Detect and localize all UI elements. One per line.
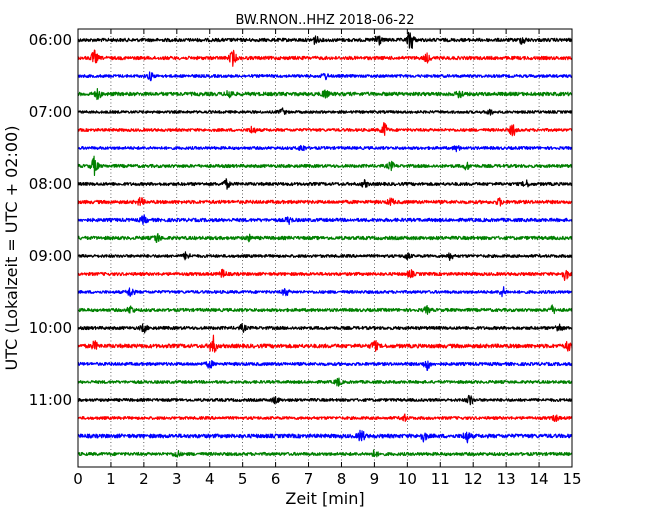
- trace-line: [77, 304, 573, 315]
- trace-line: [77, 268, 573, 282]
- trace-line: [77, 334, 573, 353]
- x-tick-label: 12: [464, 470, 483, 488]
- x-tick-label: 6: [271, 470, 281, 488]
- trace-line: [77, 71, 573, 82]
- seismogram-traces: [77, 31, 573, 458]
- x-tick-label: 14: [530, 470, 549, 488]
- trace-line: [77, 88, 573, 101]
- trace-line: [77, 323, 573, 334]
- x-tick-label: 7: [304, 470, 314, 488]
- y-axis-ticks: 06:00 07:00 08:00 09:00 10:00 11:00: [29, 31, 572, 409]
- x-tick-label: 4: [205, 470, 215, 488]
- x-tick-label: 3: [172, 470, 182, 488]
- trace-line: [77, 449, 573, 458]
- trace-line: [77, 144, 573, 153]
- x-tick-label: 11: [431, 470, 450, 488]
- trace-line: [77, 49, 573, 67]
- y-tick-label: 07:00: [29, 103, 72, 121]
- trace-line: [77, 178, 573, 190]
- x-tick-label: 9: [370, 470, 380, 488]
- x-tick-label: 5: [238, 470, 248, 488]
- plot-frame: [77, 28, 573, 468]
- trace-line: [77, 251, 573, 261]
- trace-line: [77, 286, 573, 298]
- trace-line: [77, 360, 573, 372]
- y-tick-label: 06:00: [29, 31, 72, 49]
- y-tick-label: 08:00: [29, 175, 72, 193]
- x-axis-label: Zeit [min]: [285, 489, 364, 508]
- trace-line: [77, 413, 573, 423]
- x-tick-label: 10: [398, 470, 417, 488]
- trace-line: [77, 394, 573, 406]
- x-tick-label: 8: [337, 470, 347, 488]
- trace-line: [77, 122, 573, 137]
- trace-line: [77, 232, 573, 243]
- x-tick-label: 1: [106, 470, 116, 488]
- trace-line: [77, 377, 573, 387]
- y-tick-label: 11:00: [29, 391, 72, 409]
- trace-line: [77, 196, 573, 207]
- y-tick-label: 09:00: [29, 247, 72, 265]
- trace-line: [77, 214, 573, 226]
- x-tick-label: 15: [562, 470, 581, 488]
- x-tick-label: 0: [73, 470, 83, 488]
- x-tick-label: 2: [139, 470, 149, 488]
- trace-line: [77, 155, 573, 177]
- trace-line: [77, 107, 573, 116]
- y-tick-label: 10:00: [29, 319, 72, 337]
- chart-title: BW.RNON..HHZ 2018-06-22: [235, 13, 414, 28]
- y-axis-label: UTC (Lokalzeit = UTC + 02:00): [2, 126, 21, 371]
- trace-line: [77, 429, 573, 444]
- x-axis-ticks: 0 1 2 3 4 5 6 7 8 9 10 11 12 13 14 15: [73, 29, 582, 488]
- trace-line: [77, 31, 573, 49]
- x-tick-label: 13: [497, 470, 516, 488]
